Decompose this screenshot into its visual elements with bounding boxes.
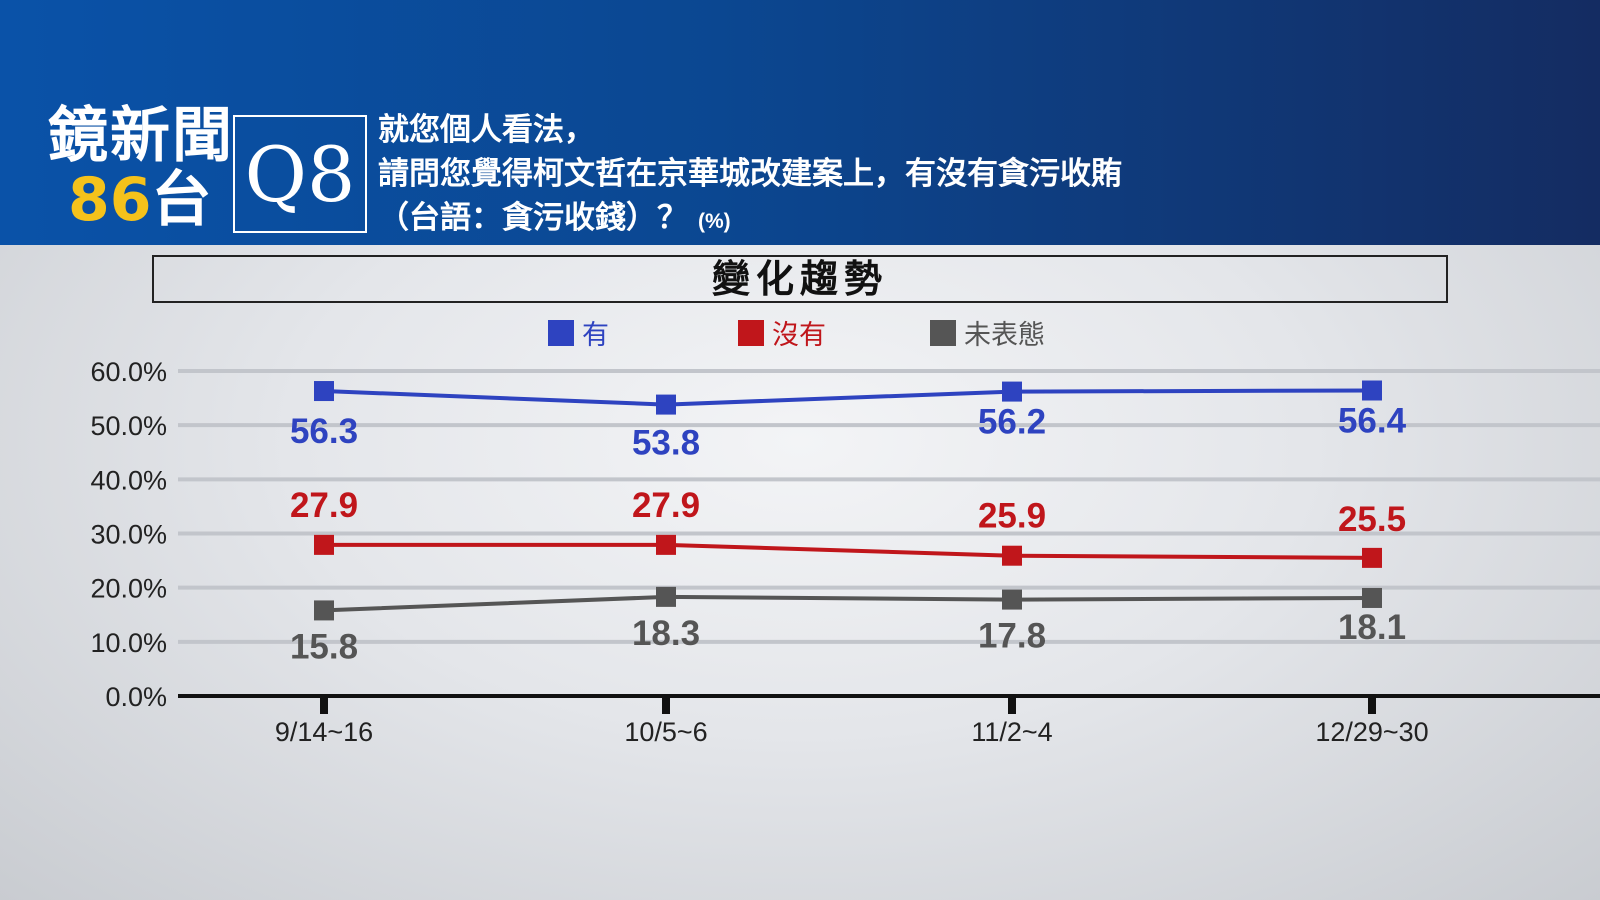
legend-item-no: 沒有 bbox=[738, 313, 826, 352]
legend-label-yes: 有 bbox=[582, 320, 609, 351]
question-line-3: （台語：貪污收錢）？ (%) bbox=[378, 196, 1122, 244]
y-tick-label: 0.0% bbox=[105, 682, 167, 712]
y-tick-label: 60.0% bbox=[90, 357, 167, 387]
question-line-3-text: （台語：貪污收錢）？ bbox=[378, 200, 688, 236]
series-line-3 bbox=[323, 594, 1373, 613]
data-label: 56.4 bbox=[1338, 402, 1407, 441]
data-point-marker bbox=[1362, 587, 1382, 608]
data-point-marker bbox=[656, 586, 676, 607]
x-tick-label: 11/2~4 bbox=[971, 717, 1052, 747]
question-line-1: 就您個人看法， bbox=[378, 112, 595, 148]
unit-label: (%) bbox=[698, 210, 731, 233]
header-banner: 鏡新聞 86台 Q8 就您個人看法， 請問您覺得柯文哲在京華城改建案上，有沒有貪… bbox=[0, 0, 1600, 245]
legend-swatch-undecided bbox=[930, 319, 956, 346]
data-point-marker bbox=[1002, 589, 1022, 610]
x-tick-label: 12/29~30 bbox=[1315, 717, 1428, 747]
legend-swatch-no bbox=[738, 319, 764, 346]
panel-title: 變化趨勢 bbox=[152, 255, 1448, 303]
x-tick-label: 10/5~6 bbox=[624, 717, 707, 747]
data-label: 56.3 bbox=[290, 412, 358, 451]
x-tick-mark bbox=[1008, 696, 1016, 714]
legend-label-no: 沒有 bbox=[772, 320, 826, 351]
data-label: 18.3 bbox=[632, 614, 700, 653]
legend-swatch-yes bbox=[548, 319, 574, 346]
data-point-marker bbox=[1362, 547, 1382, 568]
data-point-marker bbox=[1362, 380, 1382, 401]
x-tick-mark bbox=[1368, 696, 1376, 714]
data-label: 15.8 bbox=[290, 627, 358, 666]
data-point-marker bbox=[314, 534, 334, 555]
chart-background bbox=[0, 245, 1600, 900]
x-tick-mark bbox=[662, 696, 670, 714]
legend-label-undecided: 未表態 bbox=[964, 320, 1045, 351]
data-label: 18.1 bbox=[1338, 608, 1406, 647]
data-point-marker bbox=[656, 394, 676, 415]
x-tick-label: 9/14~16 bbox=[275, 717, 373, 747]
y-tick-label: 50.0% bbox=[90, 411, 167, 441]
y-tick-label: 40.0% bbox=[90, 465, 167, 495]
x-tick-mark bbox=[320, 696, 328, 714]
channel-suffix: 台 bbox=[151, 165, 212, 235]
series-line-1 bbox=[323, 388, 1373, 407]
y-tick-label: 20.0% bbox=[90, 574, 167, 604]
question-text: 就您個人看法， 請問您覺得柯文哲在京華城改建案上，有沒有貪污收賄 （台語：貪污收… bbox=[378, 108, 1122, 244]
data-label: 25.5 bbox=[1338, 500, 1406, 539]
data-point-marker bbox=[1002, 545, 1022, 566]
question-line-2: 請問您覺得柯文哲在京華城改建案上，有沒有貪污收賄 bbox=[378, 156, 1122, 192]
y-tick-label: 10.0% bbox=[90, 628, 167, 658]
legend-item-undecided: 未表態 bbox=[930, 313, 1045, 352]
data-label: 53.8 bbox=[632, 424, 700, 463]
series-line-2 bbox=[324, 542, 1373, 560]
data-label: 27.9 bbox=[290, 486, 358, 525]
channel-number: 86 bbox=[68, 165, 152, 235]
data-label: 27.9 bbox=[632, 486, 700, 525]
channel-logo-number: 86台 bbox=[68, 168, 212, 232]
data-label: 17.8 bbox=[978, 617, 1046, 656]
data-point-marker bbox=[656, 534, 676, 555]
data-label: 25.9 bbox=[978, 497, 1046, 536]
data-label: 56.2 bbox=[978, 403, 1046, 442]
legend-item-yes: 有 bbox=[548, 313, 609, 352]
channel-logo-name: 鏡新聞 bbox=[48, 101, 234, 171]
data-point-marker bbox=[314, 600, 334, 621]
question-number-box: Q8 bbox=[233, 115, 367, 233]
data-point-marker bbox=[314, 381, 334, 402]
data-point-marker bbox=[1002, 381, 1022, 402]
y-tick-label: 30.0% bbox=[90, 520, 167, 550]
